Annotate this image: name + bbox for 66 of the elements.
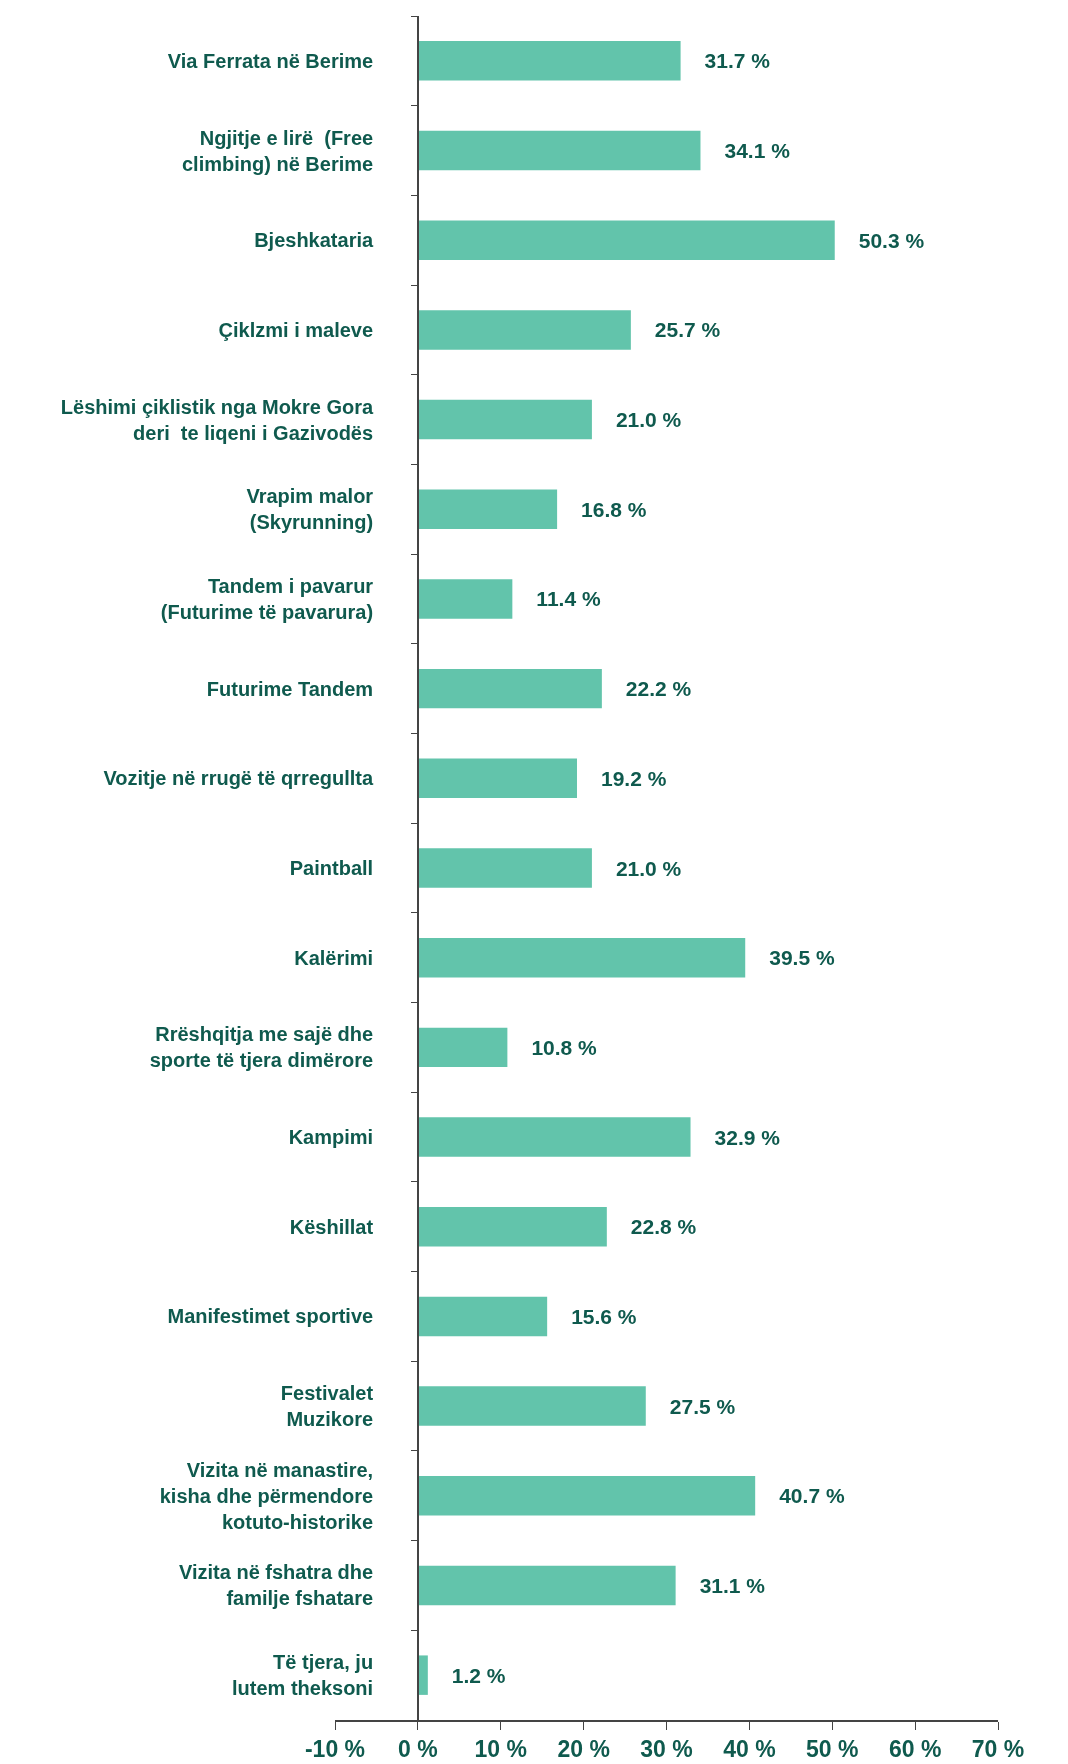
x-tick-label: 30 %	[640, 1736, 693, 1763]
bar	[417, 848, 592, 888]
y-tick-label: Të tjera, ju lutem theksoni	[231, 1651, 374, 1700]
y-tick-label: Rrëshqitja me sajë dhe sporte të tjera dimërore	[149, 1023, 374, 1072]
y-tick-label: Vizita në fshatra dhe familje fshatare	[178, 1561, 374, 1610]
data-label: 32.9 %	[693, 1125, 781, 1149]
data-label: 27.5 %	[648, 1394, 736, 1418]
data-label: 39.5 %	[748, 946, 835, 970]
bar	[417, 1296, 548, 1337]
bar	[417, 41, 681, 81]
bar	[417, 937, 746, 978]
data-label: 21.0 %	[594, 856, 682, 880]
data-label: 50.3 %	[837, 228, 925, 252]
x-tick-label: 40 %	[723, 1736, 776, 1763]
y-tick-label: Vozitje në rrugë të qrregullta	[103, 767, 374, 790]
data-label: 15.6 %	[550, 1304, 637, 1328]
data-label: 25.7 %	[633, 318, 721, 342]
y-tick-label: Vizita në manastire, kisha dhe përmendore kotuto-historike	[159, 1458, 374, 1533]
data-label: 11.4 %	[515, 587, 601, 611]
data-label: 21.0 %	[594, 408, 682, 432]
bar	[417, 1655, 428, 1695]
data-label: 19.2 %	[579, 766, 667, 790]
bar	[417, 758, 577, 799]
bar	[417, 579, 513, 619]
bar	[417, 1565, 676, 1606]
bar	[417, 130, 701, 171]
y-tick-label: Manifestimet sportive	[167, 1305, 374, 1328]
y-tick-label: Festivalet Muzikore	[280, 1382, 374, 1431]
bar	[417, 668, 602, 709]
x-tick-label: 20 %	[557, 1736, 610, 1763]
bar	[417, 1117, 691, 1157]
data-label: 22.2 %	[604, 677, 692, 701]
data-label: 34.1 %	[703, 139, 791, 163]
x-tick-label: 60 %	[888, 1736, 942, 1763]
bar	[417, 1386, 646, 1426]
y-tick-label: Tandem i pavarur (Futurime të pavarura)	[160, 574, 374, 623]
data-label: 31.7 %	[683, 49, 771, 73]
bar	[417, 399, 592, 440]
data-label: 1.2 %	[430, 1663, 506, 1687]
x-tick-label: -10 %	[304, 1736, 366, 1763]
y-tick-label: Çiklzmi i maleve	[218, 318, 374, 341]
x-tick-label: 70 %	[971, 1736, 1025, 1763]
bar	[417, 1027, 508, 1068]
y-tick-label: Futurime Tandem	[206, 677, 374, 700]
y-tick-label: Lëshimi çiklistik nga Mokre Gora deri te liqeni i Gazivodës	[60, 395, 374, 444]
bar	[417, 220, 835, 260]
y-tick-label: Ngjitje e lirë (Free climbing) në Berime	[181, 126, 374, 175]
data-label: 10.8 %	[510, 1035, 598, 1059]
data-label: 31.1 %	[678, 1573, 766, 1597]
x-tick-label: 50 %	[806, 1736, 859, 1763]
y-tick-label: Kampimi	[288, 1126, 374, 1149]
x-tick-label: 0 %	[398, 1736, 438, 1763]
y-tick-label: Via Ferrata në Berime	[167, 49, 374, 72]
data-label: 22.8 %	[609, 1215, 697, 1239]
y-tick-label: Këshillat	[289, 1215, 374, 1238]
x-tick-label: 10 %	[474, 1736, 527, 1763]
data-label: 16.8 %	[560, 497, 647, 521]
y-tick-label: Bjeshkataria	[254, 229, 374, 252]
bar	[417, 310, 631, 350]
y-tick-label: Vrapim malor (Skyrunning)	[246, 485, 374, 534]
data-label: 40.7 %	[758, 1484, 845, 1508]
y-tick-label: Paintball	[289, 857, 374, 879]
bar	[417, 489, 558, 529]
bar	[417, 1476, 756, 1516]
bar	[417, 1207, 607, 1247]
y-tick-label: Kalërimi	[294, 946, 374, 969]
